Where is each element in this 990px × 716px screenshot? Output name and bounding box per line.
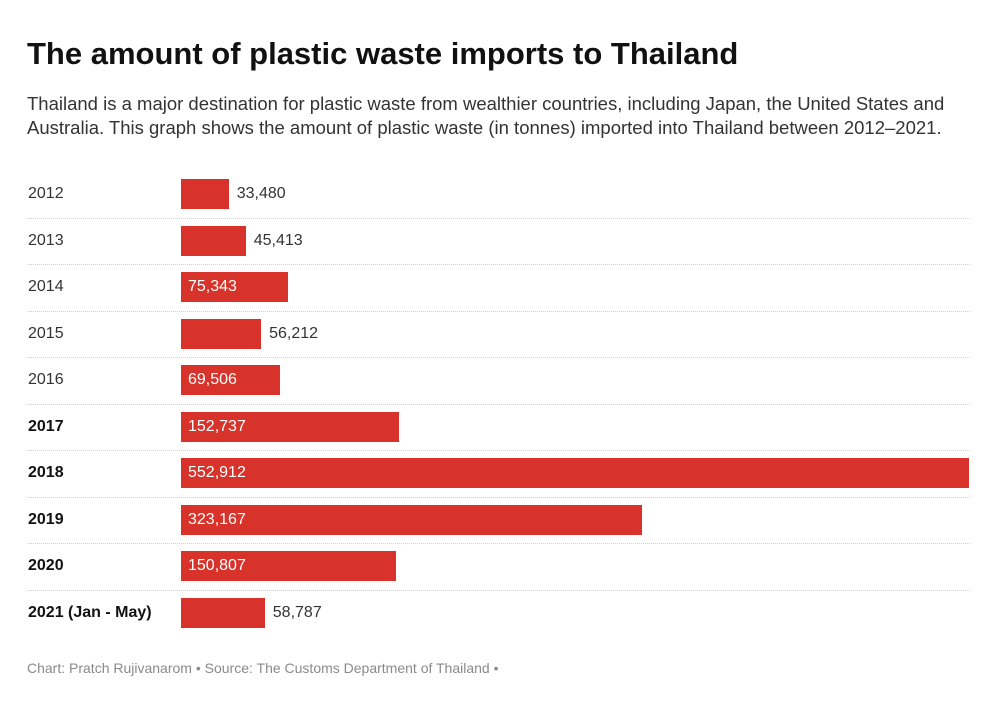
- bar: [181, 318, 262, 349]
- bar-row: 2021 (Jan - May) 58,787: [27, 591, 970, 638]
- row-divider: [27, 403, 970, 405]
- bar-row: 2014 75,343: [27, 265, 970, 312]
- bar-row: 2012 33,480: [27, 172, 970, 219]
- row-divider: [27, 589, 970, 591]
- category-label: 2015: [28, 324, 64, 342]
- bar: [181, 179, 229, 210]
- value-label: 150,807: [188, 557, 246, 575]
- bar: [181, 458, 969, 489]
- bar-row: 2019 323,167: [27, 498, 970, 544]
- category-label: 2012: [28, 185, 64, 203]
- bar-row: 2015 56,212: [27, 312, 970, 358]
- bar: [181, 272, 289, 303]
- category-label: 2018: [28, 464, 64, 482]
- value-label: 33,480: [236, 185, 286, 203]
- row-divider: [27, 310, 970, 312]
- category-label: 2013: [28, 231, 64, 249]
- bar-row: 2018 552,912: [27, 451, 970, 498]
- category-label: 2017: [28, 417, 64, 435]
- bar: [181, 365, 281, 396]
- bar: [181, 504, 642, 535]
- chart-subtitle: Thailand is a major destination for plas…: [27, 93, 945, 138]
- value-label: 56,212: [269, 324, 319, 342]
- bar: [181, 551, 396, 582]
- value-label: 58,787: [272, 603, 322, 621]
- bar-chart: 2012 33,480 2013 45,413 2014 75,343 2015 56,212…: [27, 172, 970, 638]
- row-divider: [27, 450, 970, 451]
- bar-row: 2013 45,413: [27, 219, 970, 265]
- category-label: 2014: [28, 278, 64, 296]
- bar: [181, 411, 399, 442]
- bar-row: 2016 69,506: [27, 358, 970, 405]
- value-label: 69,506: [188, 371, 237, 389]
- value-label: 152,737: [188, 417, 246, 435]
- row-divider: [27, 543, 970, 544]
- category-label: 2016: [28, 371, 64, 389]
- bar: [181, 225, 246, 256]
- row-divider: [27, 217, 970, 219]
- chart-title: The amount of plastic waste imports to T…: [27, 36, 739, 71]
- value-label: 323,167: [188, 510, 246, 528]
- category-label: 2021 (Jan - May): [28, 603, 152, 621]
- category-label: 2020: [28, 557, 64, 575]
- value-label: 552,912: [188, 464, 246, 482]
- row-divider: [27, 264, 970, 265]
- category-label: 2019: [28, 510, 64, 528]
- row-divider: [27, 496, 970, 498]
- value-label: 45,413: [253, 231, 303, 249]
- bar: [181, 597, 265, 628]
- value-label: 75,343: [188, 278, 237, 296]
- bar-row: 2020 150,807: [27, 544, 970, 591]
- bar-row: 2017 152,737: [27, 405, 970, 451]
- row-divider: [27, 357, 970, 358]
- chart-footer: Chart: Pratch Rujivanarom • Source: The …: [27, 660, 499, 676]
